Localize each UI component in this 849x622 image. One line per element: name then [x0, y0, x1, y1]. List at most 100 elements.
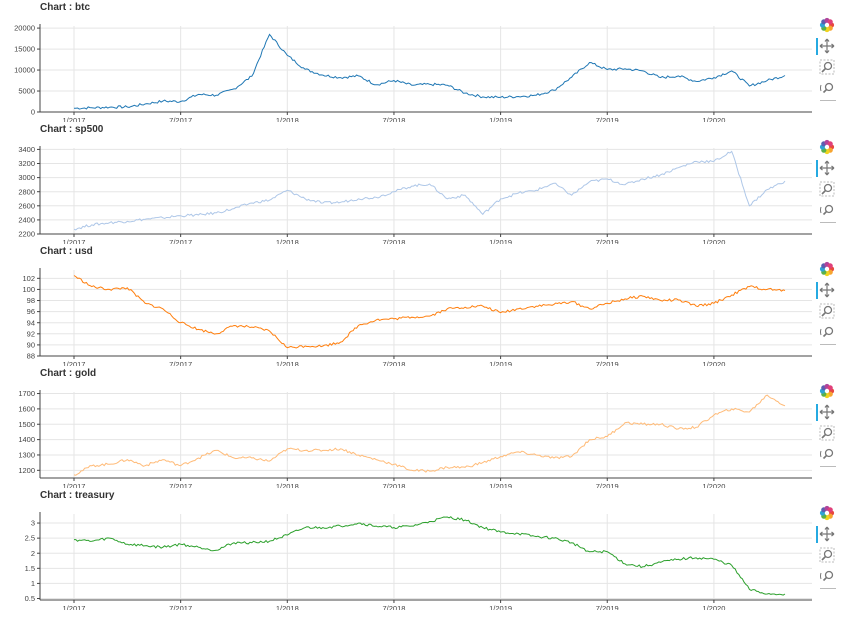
y-tick-label: 20000: [14, 24, 35, 33]
chart-title: Chart : gold: [40, 368, 97, 379]
x-tick-label: 7/2018: [382, 360, 405, 366]
y-tick-label: 0: [31, 108, 35, 117]
bokeh-logo-icon[interactable]: [818, 260, 836, 278]
pan-icon[interactable]: [818, 37, 836, 55]
y-tick-label: 88: [27, 352, 35, 361]
toolbar-divider: [820, 466, 836, 470]
toolbar-divider: [820, 222, 836, 226]
y-tick-label: 2.5: [25, 534, 35, 543]
y-tick-label: 94: [27, 318, 35, 327]
bokeh-logo-icon[interactable]: [818, 504, 836, 522]
x-tick-label: 1/2020: [702, 482, 725, 488]
y-tick-label: 1.5: [25, 564, 35, 573]
series-line: [73, 394, 786, 476]
x-tick-label: 1/2018: [276, 238, 299, 244]
wheel-zoom-icon[interactable]: [818, 567, 836, 585]
bokeh-logo-icon[interactable]: [818, 382, 836, 400]
bokeh-logo-icon[interactable]: [818, 16, 836, 34]
plot-gold[interactable]: 1/2017 7/2017 1/2018 7/2018 1/2019 7/2019 1/20…: [0, 366, 815, 488]
pan-icon[interactable]: [818, 281, 836, 299]
wheel-zoom-icon[interactable]: [818, 323, 836, 341]
x-tick-label: 7/2018: [382, 116, 405, 122]
x-tick-label: 1/2017: [63, 238, 86, 244]
box-zoom-icon[interactable]: [818, 302, 836, 320]
y-tick-label: 1400: [18, 435, 35, 444]
series-line: [73, 150, 786, 231]
toolbar: [815, 504, 837, 602]
y-tick-label: 1700: [18, 389, 35, 398]
y-tick-label: 1600: [18, 404, 35, 413]
box-zoom-icon[interactable]: [818, 546, 836, 564]
y-tick-label: 92: [27, 329, 35, 338]
y-tick-label: 2400: [18, 216, 35, 225]
x-tick-label: 7/2017: [169, 238, 192, 244]
active-tool-indicator: [816, 526, 818, 543]
active-tool-indicator: [816, 282, 818, 299]
active-tool-indicator: [816, 160, 818, 177]
y-tick-label: 1: [31, 579, 35, 588]
y-tick-label: 2: [31, 549, 35, 558]
y-tick-label: 98: [27, 296, 35, 305]
x-tick-label: 1/2019: [489, 238, 512, 244]
y-tick-label: 2200: [18, 230, 35, 239]
bokeh-logo-icon[interactable]: [818, 138, 836, 156]
toolbar-divider: [820, 344, 836, 348]
plot-btc[interactable]: 1/2017 7/2017 1/2018 7/2018 1/2019 7/2019 1/20…: [0, 0, 815, 122]
series-line: [73, 275, 786, 349]
y-tick-label: 1300: [18, 451, 35, 460]
plot-treasury[interactable]: 1/2017 7/2017 1/2018 7/2018 1/2019 7/2019 1/20…: [0, 488, 815, 610]
chart-title: Chart : sp500: [40, 124, 104, 135]
wheel-zoom-icon[interactable]: [818, 201, 836, 219]
x-tick-label: 7/2019: [596, 604, 619, 610]
y-tick-label: 3: [31, 519, 35, 528]
wheel-zoom-icon[interactable]: [818, 79, 836, 97]
y-tick-label: 0.5: [25, 594, 35, 603]
panel-treasury: Chart : treasury 1/2017 7/2017 1/2018 7/201…: [0, 488, 849, 610]
x-tick-label: 1/2019: [489, 482, 512, 488]
x-tick-label: 7/2017: [169, 116, 192, 122]
y-tick-label: 90: [27, 341, 35, 350]
y-tick-label: 10000: [14, 66, 35, 75]
y-tick-label: 5000: [18, 87, 35, 96]
chart-title: Chart : btc: [40, 2, 90, 13]
x-tick-label: 1/2017: [63, 116, 86, 122]
box-zoom-icon[interactable]: [818, 180, 836, 198]
panel-sp500: Chart : sp500 1/2017 7/2017 1/2018 7/2018 1/…: [0, 122, 849, 244]
series-line: [74, 33, 786, 110]
x-tick-label: 7/2017: [169, 482, 192, 488]
toolbar: [815, 138, 837, 236]
box-zoom-icon[interactable]: [818, 424, 836, 442]
y-tick-label: 1200: [18, 466, 35, 475]
x-tick-label: 7/2018: [382, 238, 405, 244]
y-tick-label: 2800: [18, 187, 35, 196]
x-tick-label: 1/2019: [489, 360, 512, 366]
pan-icon[interactable]: [818, 159, 836, 177]
y-tick-label: 3000: [18, 173, 35, 182]
x-tick-label: 7/2019: [596, 116, 619, 122]
pan-icon[interactable]: [818, 403, 836, 421]
y-tick-label: 2600: [18, 201, 35, 210]
pan-icon[interactable]: [818, 525, 836, 543]
plot-sp500[interactable]: 1/2017 7/2017 1/2018 7/2018 1/2019 7/2019 1/20…: [0, 122, 815, 244]
y-tick-label: 15000: [14, 45, 35, 54]
toolbar-divider: [820, 100, 836, 104]
toolbar: [815, 382, 837, 480]
wheel-zoom-icon[interactable]: [818, 445, 836, 463]
series-line: [74, 516, 786, 596]
y-tick-label: 102: [22, 274, 35, 283]
chart-title: Chart : usd: [40, 246, 93, 257]
toolbar-divider: [820, 588, 836, 592]
x-tick-label: 7/2019: [596, 238, 619, 244]
active-tool-indicator: [816, 38, 818, 55]
x-tick-label: 1/2018: [276, 360, 299, 366]
x-tick-label: 7/2018: [382, 482, 405, 488]
x-tick-label: 1/2017: [63, 604, 86, 610]
panel-usd: Chart : usd 1/2017 7/2017 1/2018 7/2018 1/20…: [0, 244, 849, 366]
plot-usd[interactable]: 1/2017 7/2017 1/2018 7/2018 1/2019 7/2019 1/20…: [0, 244, 815, 366]
x-tick-label: 1/2020: [702, 360, 725, 366]
x-tick-label: 7/2017: [169, 604, 192, 610]
x-tick-label: 7/2018: [382, 604, 405, 610]
toolbar: [815, 260, 837, 358]
x-tick-label: 1/2018: [276, 482, 299, 488]
box-zoom-icon[interactable]: [818, 58, 836, 76]
